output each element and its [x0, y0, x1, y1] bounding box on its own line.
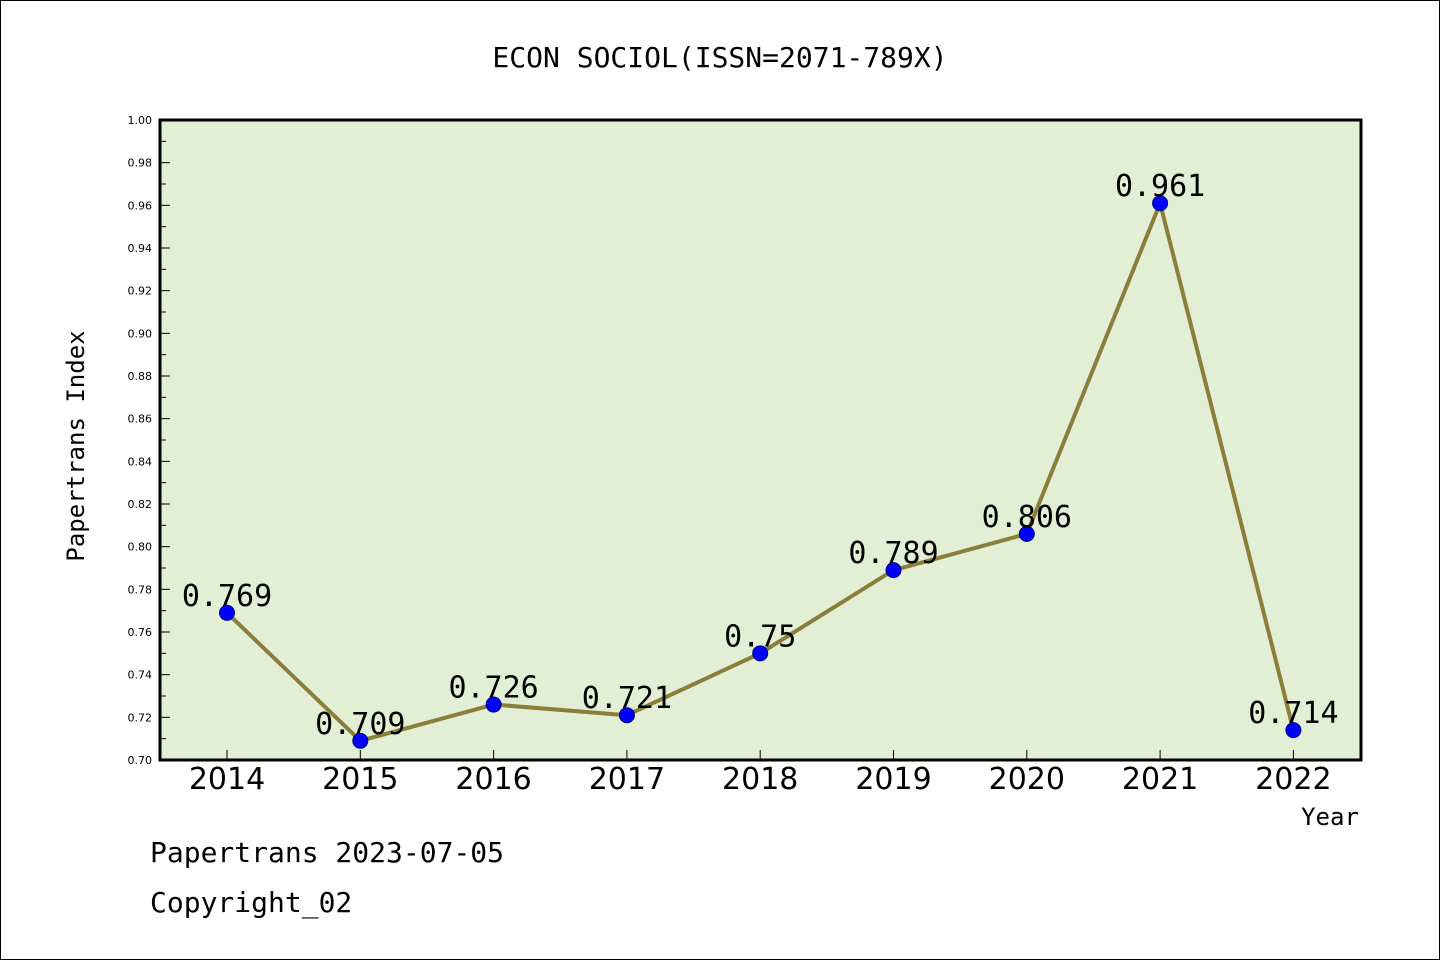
y-tick-label: 0.88	[128, 370, 153, 383]
chart-title: ECON SOCIOL(ISSN=2071-789X)	[492, 41, 947, 74]
y-tick-label: 0.70	[128, 754, 153, 767]
x-tick-label: 2020	[989, 762, 1065, 797]
y-tick-label: 0.86	[128, 413, 153, 426]
data-point	[618, 707, 635, 724]
x-axis: 2014 2015 2016 2017 2018 2019 2020 2021 2022	[189, 750, 1332, 797]
y-tick-label: 0.90	[128, 327, 153, 340]
y-tick-label: 0.94	[128, 242, 153, 255]
x-axis-label: Year	[1301, 803, 1359, 831]
x-tick-label: 2019	[855, 762, 931, 797]
x-tick-label: 2021	[1122, 762, 1198, 797]
footer-copyright: Copyright_02	[150, 886, 353, 919]
y-axis: 0.70 0.72 0.74 0.76 0.78 0.80 0.82 0.84 0.86 0.88…	[128, 114, 170, 767]
data-point	[352, 732, 369, 749]
y-tick-label: 0.96	[128, 199, 153, 212]
y-tick-label: 0.74	[128, 669, 153, 682]
y-tick-label: 0.92	[128, 285, 153, 298]
data-point	[485, 696, 502, 713]
plot-area	[160, 120, 1361, 760]
plot-border	[158, 118, 1363, 762]
y-tick-label: 0.84	[128, 455, 153, 468]
y-tick-label: 1.00	[128, 114, 153, 127]
data-point	[1152, 195, 1169, 212]
footer-date: Papertrans 2023-07-05	[150, 836, 505, 869]
x-tick-label: 2015	[322, 762, 398, 797]
data-point	[219, 604, 235, 621]
data-label: 0.75	[724, 619, 796, 654]
data-label: 0.789	[848, 536, 938, 571]
x-tick-label: 2018	[722, 762, 798, 797]
y-tick-label: 0.78	[128, 583, 153, 596]
y-axis-label: Papertrans Index	[62, 330, 90, 561]
x-tick-label: 2017	[589, 762, 665, 797]
data-point	[885, 562, 902, 579]
data-label: 0.714	[1248, 696, 1338, 731]
data-label: 0.806	[982, 500, 1072, 535]
data-label: 0.721	[582, 681, 672, 716]
data-point	[1285, 722, 1302, 739]
y-tick-label: 0.80	[128, 541, 153, 554]
data-point	[752, 645, 769, 662]
data-label: 0.769	[182, 579, 272, 614]
x-tick-label: 2022	[1255, 762, 1331, 797]
data-label: 0.726	[448, 671, 538, 706]
data-point	[1018, 525, 1035, 542]
series-line-group	[219, 195, 1302, 749]
data-label: 0.961	[1115, 169, 1205, 204]
y-tick-label: 0.98	[128, 157, 153, 170]
data-labels: 0.769 0.709 0.726 0.721 0.75 0.789 0.806 0.961 0…	[182, 169, 1339, 742]
x-tick-label: 2016	[455, 762, 531, 797]
data-label: 0.709	[315, 707, 405, 742]
y-tick-label: 0.72	[128, 711, 153, 724]
x-tick-label: 2014	[189, 762, 265, 797]
y-tick-label: 0.82	[128, 498, 153, 511]
y-tick-label: 0.76	[128, 626, 153, 639]
